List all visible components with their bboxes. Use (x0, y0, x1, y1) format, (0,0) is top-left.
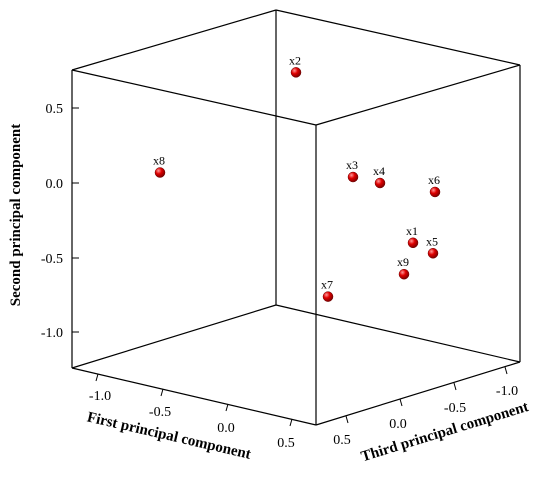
data-point-x5 (427, 248, 439, 259)
data-point-x9 (398, 268, 410, 280)
z-tick-label: -1.0 (496, 384, 518, 399)
z-tick-label: 0.5 (333, 433, 351, 448)
x-tick-label: 0.0 (217, 421, 235, 436)
box-edge-front-bottom-right (315, 361, 521, 426)
z-tick-mark (399, 398, 403, 407)
z-tick-mark (504, 366, 508, 375)
y-axis: 0.5 0.0 -0.5 -1.0 Second principal compo… (8, 102, 79, 341)
z-tick-label: -0.5 (444, 401, 466, 416)
box-edge-back-top (71, 9, 277, 71)
z-tick-mark (453, 382, 457, 391)
z-axis: 0.5 0.0 -0.5 -1.0 Third principal compon… (333, 366, 530, 465)
data-point-x1 (407, 237, 419, 249)
z-tick-label: 0.0 (389, 417, 407, 432)
data-points: x2 x8 x3 x4 x6 x1 x5 x9 x7 (153, 53, 441, 302)
plot-box (71, 9, 521, 426)
y-tick-label: 0.0 (46, 177, 64, 192)
data-point-x7 (322, 291, 334, 302)
data-point-label-x4: x4 (373, 164, 385, 178)
y-tick-label: 0.5 (46, 102, 64, 117)
x-tick-mark (225, 403, 229, 412)
box-edge-front-bottom-left (71, 367, 317, 426)
data-point-label-x9: x9 (397, 255, 409, 269)
data-point-x6 (429, 186, 441, 198)
y-tick-label: -0.5 (41, 252, 63, 267)
y-axis-label: Second principal component (8, 124, 24, 307)
data-point-label-x7: x7 (321, 278, 333, 292)
x-tick-label: -0.5 (149, 405, 171, 420)
data-point-label-x2: x2 (289, 53, 301, 67)
x-tick-label: 0.5 (277, 436, 295, 451)
data-point-label-x1: x1 (406, 224, 418, 238)
x-tick-mark (289, 418, 293, 427)
x-tick-mark (95, 373, 99, 382)
box-edge-back-bottom-left (71, 304, 277, 369)
data-point-x3 (347, 171, 359, 183)
data-point-label-x8: x8 (153, 154, 165, 168)
z-tick-mark (345, 415, 349, 424)
box-edge-front-top-right (315, 64, 521, 126)
y-tick-label: -1.0 (41, 326, 63, 341)
box-edge-back-bottom-right (275, 304, 521, 363)
x-axis: -1.0 -0.5 0.0 0.5 First principal compon… (85, 373, 295, 463)
data-point-x4 (374, 177, 386, 189)
data-point-x8 (154, 167, 166, 178)
data-point-x2 (290, 67, 302, 78)
x-tick-mark (160, 388, 164, 397)
data-point-label-x5: x5 (426, 234, 438, 248)
data-point-label-x3: x3 (346, 158, 358, 172)
box-edge-front-top-left (71, 69, 317, 126)
x-tick-label: -1.0 (89, 389, 111, 404)
data-point-label-x6: x6 (428, 173, 440, 187)
box-edge-back-right-top (275, 9, 521, 66)
